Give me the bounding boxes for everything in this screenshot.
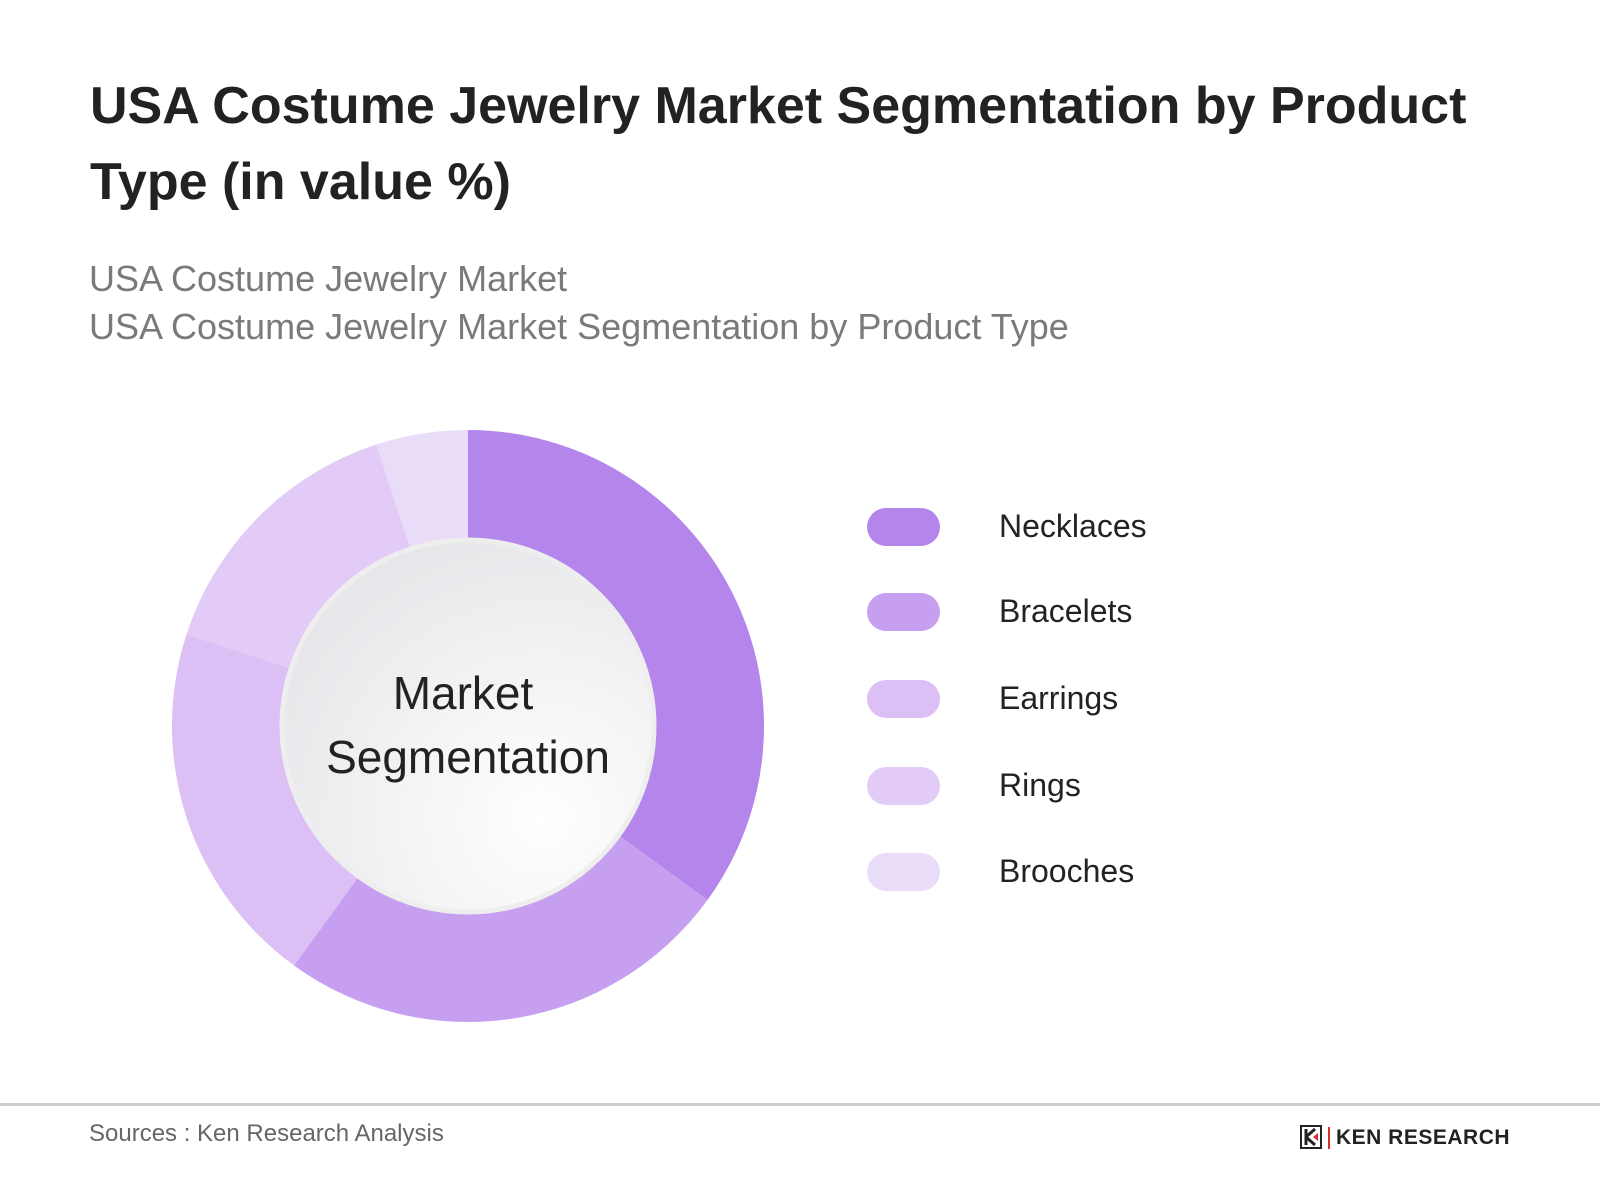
legend-swatch <box>867 853 940 891</box>
legend-label: Brooches <box>999 853 1135 889</box>
legend-label: Necklaces <box>999 508 1147 544</box>
center-label-line1: Market <box>393 667 534 719</box>
legend-label: Bracelets <box>999 593 1133 629</box>
legend-swatch <box>867 767 940 805</box>
logo-text: KEN RESEARCH <box>1336 1126 1511 1149</box>
legend-item-rings: Rings <box>867 767 1367 805</box>
legend-label: Rings <box>999 767 1081 803</box>
legend-label: Earrings <box>999 680 1119 716</box>
logo-separator <box>1328 1127 1330 1149</box>
chart-subtitle-1: USA Costume Jewelry Market <box>89 258 568 299</box>
ken-research-logo: KEN RESEARCH <box>1300 1125 1510 1151</box>
legend-swatch <box>867 593 940 631</box>
chart-title: USA Costume Jewelry Market Segmentation … <box>90 77 1467 211</box>
legend-item-brooches: Brooches <box>867 853 1367 891</box>
legend-item-bracelets: Bracelets <box>867 593 1367 631</box>
legend-item-necklaces: Necklaces <box>867 508 1367 546</box>
donut-center <box>279 537 657 915</box>
legend-item-earrings: Earrings <box>867 680 1367 718</box>
ken-logo-icon <box>1300 1125 1322 1149</box>
center-label-line2: Segmentation <box>326 731 610 783</box>
legend-swatch <box>867 680 940 718</box>
source-note: Sources : Ken Research Analysis <box>89 1120 444 1147</box>
footer-divider <box>0 1103 1600 1106</box>
chart-subtitle-2: USA Costume Jewelry Market Segmentation … <box>89 306 1069 347</box>
legend-swatch <box>867 508 940 546</box>
